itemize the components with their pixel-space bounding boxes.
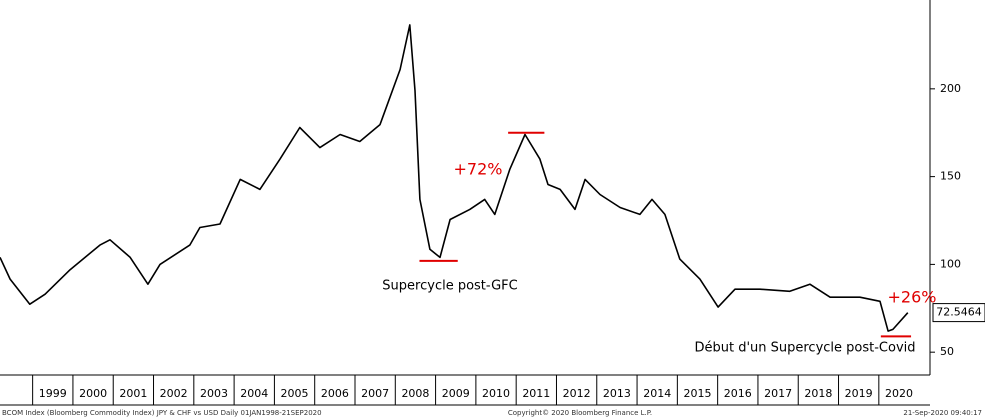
x-tick-label: 2000 [79, 387, 107, 400]
x-tick-label: 2003 [200, 387, 228, 400]
footer-date: 21-Sep-2020 09:40:17 [903, 409, 982, 417]
y-tick-label: 200 [940, 82, 961, 95]
series-line [0, 24, 909, 332]
y-tick-label: 100 [940, 257, 961, 270]
x-tick-label: 2015 [684, 387, 712, 400]
last-value-box [932, 303, 985, 323]
annotation: +26% [888, 288, 937, 307]
annotation: +72% [454, 160, 503, 179]
x-tick-label: 2013 [603, 387, 631, 400]
x-tick-label: 2008 [401, 387, 429, 400]
x-tick-label: 2017 [764, 387, 792, 400]
x-tick-label: 2016 [724, 387, 752, 400]
x-tick-label: 2001 [119, 387, 147, 400]
x-tick-label: 2011 [522, 387, 550, 400]
footer-copyright: Copyright© 2020 Bloomberg Finance L.P. [508, 409, 652, 417]
x-tick-label: 2004 [240, 387, 268, 400]
footer-source: BCOM Index (Bloomberg Commodity Index) J… [2, 409, 322, 417]
x-tick-label: 2002 [160, 387, 188, 400]
x-tick-label: 2012 [563, 387, 591, 400]
x-tick-label: 2014 [643, 387, 671, 400]
y-tick-label: 50 [940, 345, 954, 358]
y-tick-label: 150 [940, 170, 961, 183]
annotation: Début d'un Supercycle post-Covid [694, 341, 915, 356]
x-tick-label: 2020 [885, 387, 913, 400]
x-tick-label: 2009 [442, 387, 470, 400]
last-value-label: 72.5464 [936, 306, 982, 319]
x-tick-label: 2019 [845, 387, 873, 400]
x-tick-label: 2018 [804, 387, 832, 400]
x-tick-label: 1999 [39, 387, 67, 400]
x-tick-label: 2006 [321, 387, 349, 400]
x-tick-label: 2007 [361, 387, 389, 400]
x-tick-label: 2010 [482, 387, 510, 400]
annotation: Supercycle post-GFC [382, 279, 517, 294]
x-tick-label: 2005 [281, 387, 309, 400]
